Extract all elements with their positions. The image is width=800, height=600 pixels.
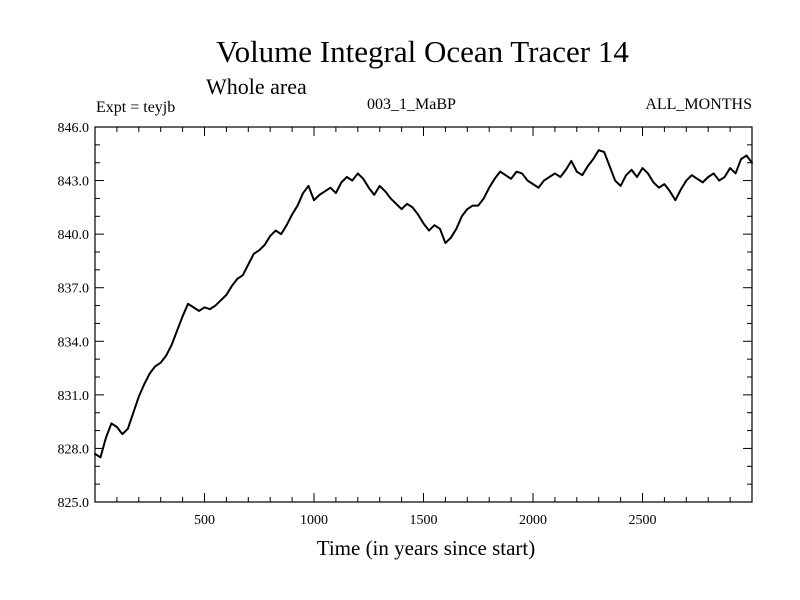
x-tick-label: 1500 (410, 513, 438, 528)
y-tick-label: 846.0 (58, 121, 90, 136)
x-tick-label: 2500 (629, 513, 657, 528)
y-tick-label: 825.0 (58, 496, 90, 511)
series-line (94, 149, 753, 459)
x-axis-label: Time (in years since start) (317, 536, 536, 560)
tick-labels: 500 1000 1500 2000 2500 825.0 828.0 831.0 834.0 8… (58, 121, 657, 528)
y-tick-label: 840.0 (58, 228, 90, 243)
season-label: ALL_MONTHS (645, 96, 752, 113)
x-tick-label: 500 (194, 513, 215, 528)
chart-subtitle: Whole area (206, 74, 307, 99)
x-tick-label: 1000 (300, 513, 328, 528)
y-tick-label: 837.0 (58, 282, 90, 297)
x-tick-label: 2000 (519, 513, 547, 528)
y-tick-label: 831.0 (58, 389, 90, 404)
series-layer (94, 149, 753, 459)
experiment-label: Expt = teyjb (96, 99, 176, 116)
axis-ticks (95, 127, 752, 502)
chart-title: Volume Integral Ocean Tracer 14 (216, 34, 629, 69)
y-tick-label: 843.0 (58, 175, 90, 190)
run-label: 003_1_MaBP (367, 96, 456, 113)
y-tick-label: 828.0 (58, 442, 90, 457)
y-tick-label: 834.0 (58, 335, 90, 350)
